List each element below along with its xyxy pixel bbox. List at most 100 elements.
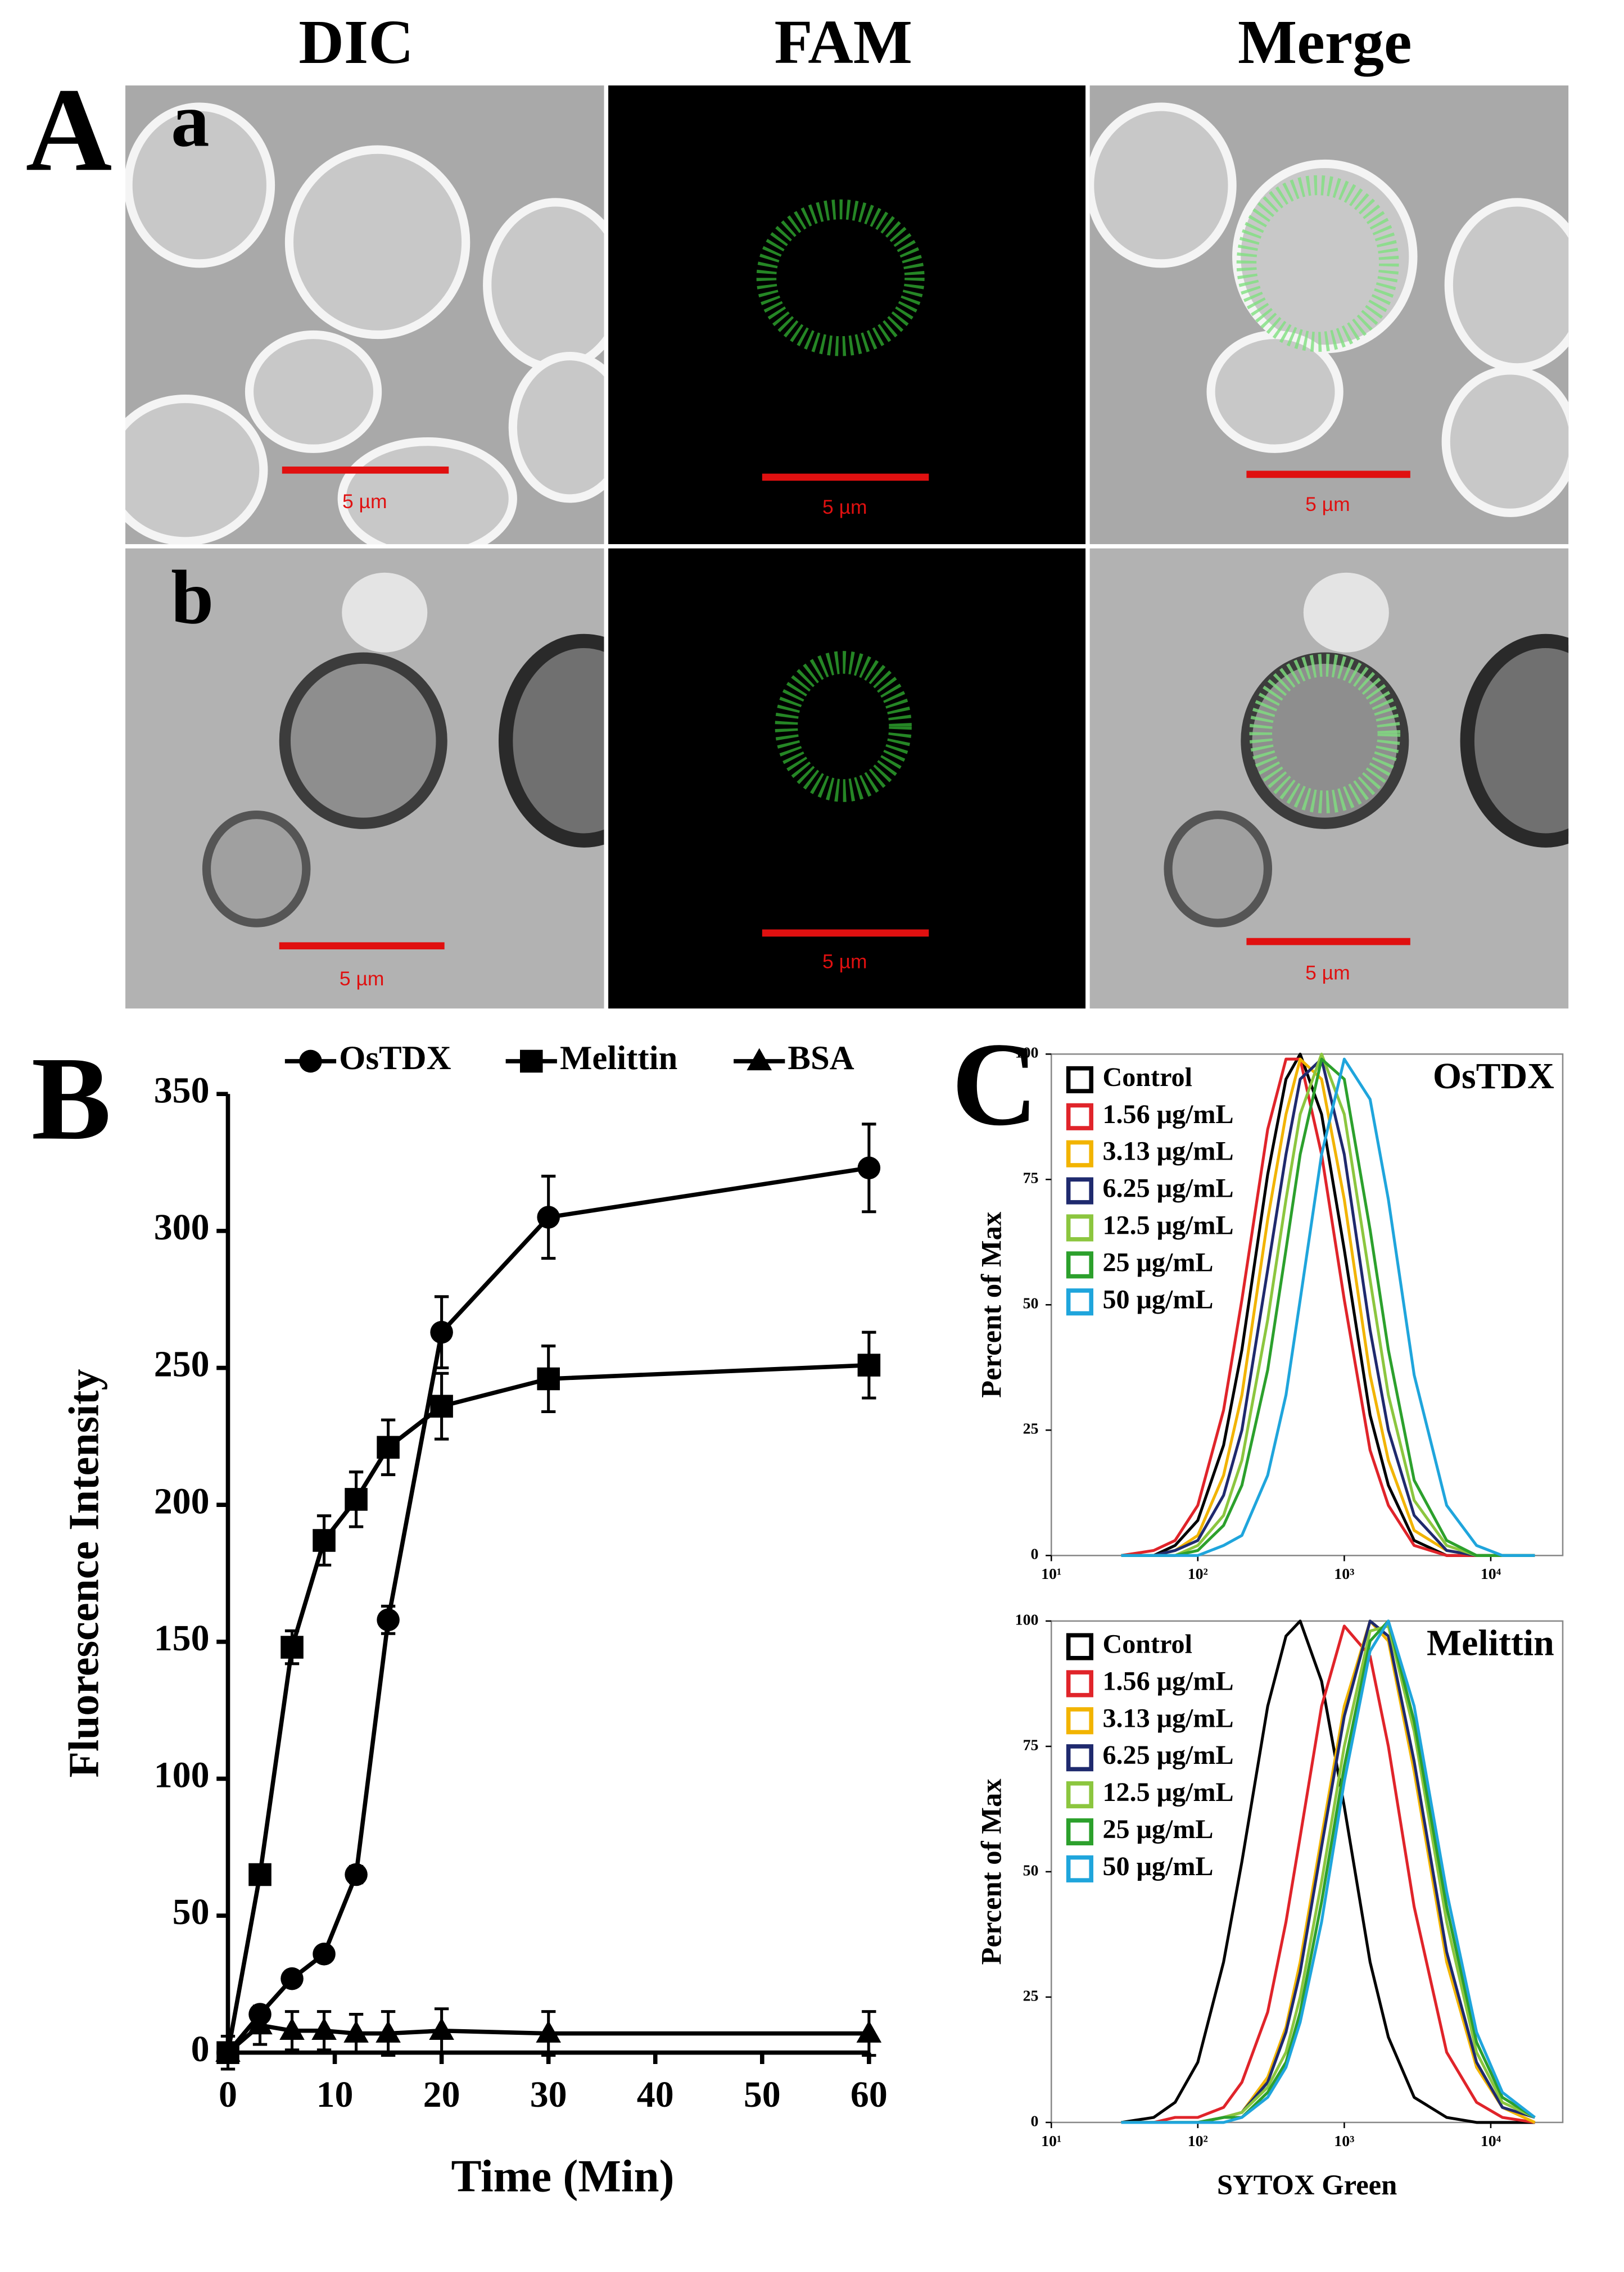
data-point xyxy=(281,1967,304,1990)
legend-label: 3.13 μg/mL xyxy=(1102,1703,1233,1733)
x-tick-label: 30 xyxy=(530,2074,567,2115)
legend-label: 25 μg/mL xyxy=(1102,1247,1213,1277)
x-tick-label: 60 xyxy=(851,2074,888,2115)
legend-swatch xyxy=(1066,1633,1093,1660)
series-line xyxy=(226,1166,870,2054)
x-tick-label: 10² xyxy=(1188,1565,1208,1583)
legend-marker xyxy=(519,1049,543,1073)
y-axis-label: Percent of Max xyxy=(975,1778,1007,1965)
series-line xyxy=(1121,1619,1536,2124)
series-line xyxy=(1121,1052,1535,1557)
data-point xyxy=(281,1636,304,1659)
x-axis-label: Time (Min) xyxy=(451,2151,674,2201)
data-point xyxy=(537,1206,560,1229)
scale-bar-label: 5 µm xyxy=(340,967,384,990)
legend-swatch xyxy=(1066,1177,1093,1205)
y-tick-label: 100 xyxy=(154,1755,210,1796)
chart-title: Melittin xyxy=(1427,1623,1554,1664)
x-axis-label: SYTOX Green xyxy=(1217,2169,1397,2201)
legend-swatch xyxy=(1066,1066,1093,1093)
y-tick-label: 50 xyxy=(173,1891,210,1932)
series-line xyxy=(1121,1057,1535,1557)
y-axis-label: Fluorescence Intensity xyxy=(61,1369,108,1777)
scale-bar-label: 5 µm xyxy=(822,496,867,518)
legend-swatch xyxy=(1066,1855,1093,1882)
y-tick-label: 50 xyxy=(1023,1295,1039,1312)
y-tick-label: 75 xyxy=(1023,1736,1039,1754)
x-tick-label: 10¹ xyxy=(1041,2133,1061,2150)
y-tick-label: 25 xyxy=(1023,1420,1039,1438)
data-point xyxy=(430,1395,453,1418)
legend-label: Melittin xyxy=(560,1039,677,1077)
series-line xyxy=(1121,1624,1535,2124)
legend-label: 1.56 μg/mL xyxy=(1102,1099,1233,1129)
data-point xyxy=(429,2017,454,2040)
x-tick-label: 0 xyxy=(219,2074,237,2115)
x-tick-label: 10 xyxy=(316,2074,354,2115)
column-title: DIC xyxy=(298,8,413,77)
y-tick-label: 0 xyxy=(191,2029,210,2070)
legend-swatch xyxy=(1066,1744,1093,1772)
y-tick-label: 350 xyxy=(154,1070,210,1111)
data-point xyxy=(279,2017,305,2040)
column-title: Merge xyxy=(1238,8,1412,77)
x-tick-label: 10² xyxy=(1188,2133,1208,2150)
legend-swatch xyxy=(1066,1818,1093,1846)
legend-swatch xyxy=(1066,1670,1093,1698)
data-point xyxy=(376,2020,401,2043)
scale-bar-label: 5 µm xyxy=(1305,493,1350,515)
data-point xyxy=(856,2020,882,2043)
legend-label: 50 μg/mL xyxy=(1102,1852,1213,1881)
series-line xyxy=(1121,1057,1535,1557)
y-tick-label: 150 xyxy=(154,1618,210,1659)
legend-swatch xyxy=(1066,1781,1093,1809)
legend-marker xyxy=(747,1048,772,1071)
scale-bar-label: 5 µm xyxy=(342,490,387,513)
panel-label: B xyxy=(31,1033,111,1165)
legend-label: 1.56 μg/mL xyxy=(1102,1666,1233,1696)
fam-image xyxy=(608,85,1086,545)
row-label: a xyxy=(171,77,209,162)
legend-label: BSA xyxy=(788,1039,854,1077)
legend-marker xyxy=(299,1049,322,1073)
y-tick-label: 75 xyxy=(1023,1170,1039,1187)
y-tick-label: 300 xyxy=(154,1207,210,1248)
legend-label: OsTDX xyxy=(339,1039,451,1077)
y-tick-label: 250 xyxy=(154,1344,210,1385)
y-tick-label: 0 xyxy=(1030,2112,1038,2130)
x-tick-label: 10³ xyxy=(1334,2133,1354,2150)
legend-label: 6.25 μg/mL xyxy=(1102,1174,1233,1203)
legend-swatch xyxy=(1066,1140,1093,1167)
data-point xyxy=(377,1436,400,1459)
legend-label: Control xyxy=(1102,1062,1192,1092)
y-tick-label: 0 xyxy=(1030,1546,1038,1563)
y-tick-label: 50 xyxy=(1023,1862,1039,1879)
y-tick-label: 100 xyxy=(1015,1044,1039,1062)
y-axis-label: Percent of Max xyxy=(975,1211,1007,1398)
series-line xyxy=(1121,1619,1535,2124)
row-label: b xyxy=(171,554,214,640)
x-tick-label: 20 xyxy=(423,2074,460,2115)
y-tick-label: 25 xyxy=(1023,1987,1039,2004)
x-tick-label: 10⁴ xyxy=(1481,1565,1501,1583)
legend-label: 3.13 μg/mL xyxy=(1102,1137,1233,1166)
data-point xyxy=(537,1367,560,1391)
legend-label: 12.5 μg/mL xyxy=(1102,1777,1233,1807)
panel-label: A xyxy=(26,64,112,196)
data-point xyxy=(345,1488,368,1511)
data-point xyxy=(247,2012,273,2035)
data-point xyxy=(311,2017,337,2040)
legend-label: 50 μg/mL xyxy=(1102,1284,1213,1314)
legend-label: 25 μg/mL xyxy=(1102,1814,1213,1844)
x-tick-label: 50 xyxy=(744,2074,781,2115)
micrograph-grid xyxy=(125,85,1569,1009)
scale-bar-label: 5 µm xyxy=(822,950,867,972)
data-point xyxy=(857,1156,881,1180)
legend-label: Control xyxy=(1102,1630,1192,1659)
series-line xyxy=(1121,1057,1535,1557)
data-point xyxy=(345,1863,368,1886)
data-point xyxy=(857,1354,881,1377)
legend-swatch xyxy=(1066,1103,1093,1130)
